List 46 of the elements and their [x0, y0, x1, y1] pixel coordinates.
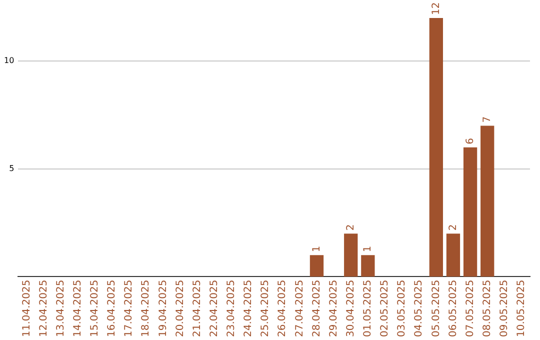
x-tick-label: 30.04.2025 — [345, 280, 356, 338]
bar — [361, 255, 375, 277]
x-tick-label: 27.04.2025 — [294, 280, 306, 338]
x-tick-label: 17.04.2025 — [124, 280, 135, 338]
data-label: 2 — [448, 224, 459, 231]
data-label: 1 — [311, 246, 322, 252]
x-tick-label: 11.04.2025 — [21, 280, 32, 338]
bar — [429, 18, 443, 277]
x-tick-label: 14.04.2025 — [72, 280, 84, 338]
x-tick-label: 07.05.2025 — [464, 280, 476, 338]
x-tick-label: 04.05.2025 — [414, 280, 425, 338]
x-tick-label: 19.04.2025 — [158, 280, 169, 338]
x-tick-label: 23.04.2025 — [226, 280, 238, 338]
bar — [480, 126, 494, 277]
bar — [446, 234, 460, 277]
x-tick-label: 15.04.2025 — [90, 280, 101, 338]
x-tick-label: 05.05.2025 — [430, 280, 442, 338]
data-label: 1 — [362, 246, 374, 252]
data-label: 7 — [482, 116, 493, 123]
x-tick-label: 21.04.2025 — [192, 280, 203, 338]
x-tick-label: 29.04.2025 — [328, 280, 340, 338]
x-tick-label: 13.04.2025 — [55, 280, 66, 338]
x-tick-label: 28.04.2025 — [311, 280, 322, 338]
x-tick-label: 22.04.2025 — [208, 280, 220, 338]
x-tick-label: 03.05.2025 — [396, 280, 408, 338]
data-label: 12 — [430, 2, 442, 15]
data-label: 6 — [464, 138, 476, 144]
bar — [310, 255, 324, 277]
x-tick-label: 10.05.2025 — [516, 280, 528, 338]
x-tick-label: 18.04.2025 — [140, 280, 152, 338]
x-tick-label: 09.05.2025 — [499, 280, 510, 338]
x-tick-label: 20.04.2025 — [174, 280, 186, 338]
x-tick-label: 26.04.2025 — [277, 280, 288, 338]
x-tick-label: 06.05.2025 — [448, 280, 459, 338]
x-tick-label: 24.04.2025 — [243, 280, 254, 338]
x-tick-label: 16.04.2025 — [106, 280, 118, 338]
x-tick-label: 12.04.2025 — [38, 280, 50, 338]
x-tick-label: 25.04.2025 — [260, 280, 272, 338]
bar — [344, 234, 358, 277]
x-tick-label: 08.05.2025 — [482, 280, 493, 338]
data-label: 2 — [345, 224, 356, 231]
x-tick-label: 02.05.2025 — [380, 280, 391, 338]
y-tick-label: 10 — [4, 56, 14, 66]
x-tick-label: 01.05.2025 — [362, 280, 374, 338]
y-tick-label: 5 — [9, 164, 14, 174]
bar — [463, 147, 478, 277]
